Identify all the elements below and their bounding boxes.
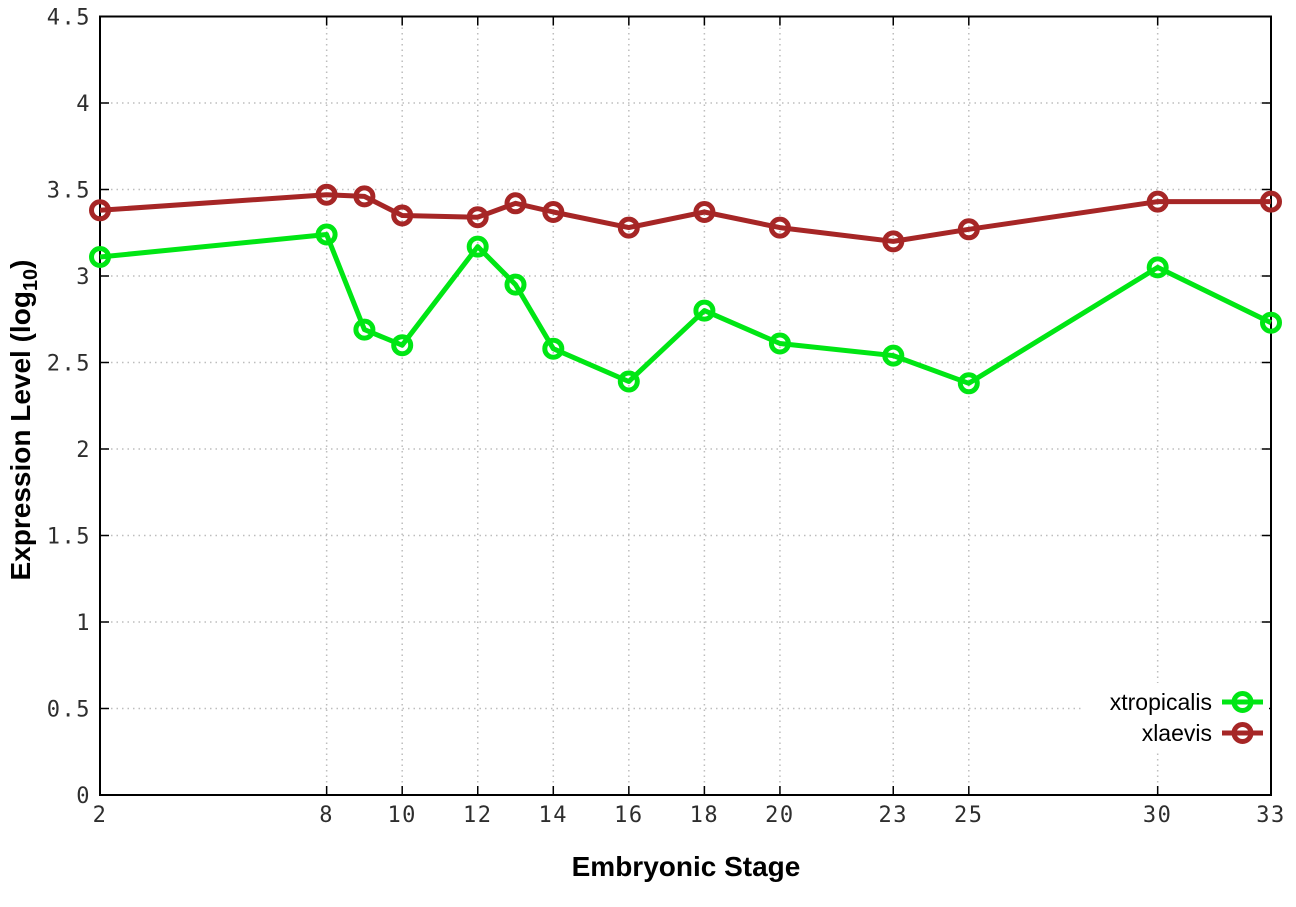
data-point-marker <box>315 223 338 246</box>
plot-frame <box>99 15 1272 796</box>
data-point-marker <box>353 318 376 341</box>
y-tick-label: 3 <box>76 265 91 290</box>
y-tick-label: 4.5 <box>47 6 91 31</box>
data-point-marker <box>617 216 640 239</box>
x-tick-label: 14 <box>539 803 569 828</box>
data-point-marker <box>693 299 716 322</box>
data-point-marker <box>957 218 980 241</box>
series-line-xtropicalis <box>99 232 1273 386</box>
y-axis-title: Expression Level (log10) <box>5 260 42 581</box>
data-point-marker <box>315 183 338 206</box>
data-point-marker <box>1260 311 1282 334</box>
y-tick-label: 1.5 <box>47 525 91 550</box>
data-point-marker <box>1146 190 1169 213</box>
data-point-marker <box>89 199 111 222</box>
axis-ticks <box>99 15 1272 796</box>
data-point-marker <box>768 332 791 355</box>
data-point-marker <box>1146 256 1169 279</box>
data-point-marker <box>504 192 527 215</box>
x-tick-label: 25 <box>954 803 984 828</box>
x-tick-label: 12 <box>463 803 493 828</box>
data-point-marker <box>466 235 489 258</box>
data-point-marker <box>882 344 905 367</box>
data-point-marker <box>466 206 489 229</box>
data-point-marker <box>693 201 716 223</box>
data-point-marker <box>391 334 414 357</box>
y-tick-label: 2.5 <box>47 352 91 377</box>
data-point-marker <box>1260 190 1282 213</box>
y-tick-label: 1 <box>76 611 91 636</box>
legend-label: xlaevis <box>1142 720 1212 746</box>
data-point-marker <box>617 370 640 393</box>
y-tick-label: 3.5 <box>47 179 91 204</box>
data-point-marker <box>391 204 414 227</box>
data-point-marker <box>504 273 527 296</box>
data-point-marker <box>882 230 905 253</box>
x-tick-label: 30 <box>1143 803 1173 828</box>
x-tick-label: 18 <box>690 803 720 828</box>
data-point-marker <box>542 201 565 223</box>
x-tick-label: 2 <box>93 803 108 828</box>
legend-label: xtropicalis <box>1110 689 1212 715</box>
y-tick-label: 4 <box>76 92 91 117</box>
legend-sample-marker <box>1231 691 1254 713</box>
y-tick-label: 2 <box>76 438 91 463</box>
y-tick-label: 0.5 <box>47 698 91 723</box>
x-tick-label: 8 <box>319 803 334 828</box>
x-tick-label: 16 <box>614 803 644 828</box>
tick-labels: 0 0.5 1 1.5 2 2.5 3 3.5 4 4.5 2 8 10 12 14 16 18 20 23 25 30… <box>47 6 1286 829</box>
data-point-marker <box>957 372 980 395</box>
data-point-marker <box>542 337 565 360</box>
gridlines <box>100 16 1271 795</box>
legend: xtropicalis xlaevis <box>1084 683 1269 751</box>
x-tick-label: 33 <box>1256 803 1286 828</box>
data-point-marker <box>353 185 376 208</box>
data-point-marker <box>768 216 791 239</box>
data-series <box>89 183 1282 395</box>
plot-border <box>99 15 1272 796</box>
data-point-marker <box>89 246 111 268</box>
series-line-xlaevis <box>99 192 1271 244</box>
x-tick-label: 20 <box>765 803 795 828</box>
legend-sample-marker <box>1231 722 1254 744</box>
x-axis-title: Embryonic Stage <box>572 851 801 882</box>
y-tick-label: 0 <box>76 784 91 809</box>
x-tick-label: 23 <box>879 803 909 828</box>
x-tick-label: 10 <box>387 803 417 828</box>
